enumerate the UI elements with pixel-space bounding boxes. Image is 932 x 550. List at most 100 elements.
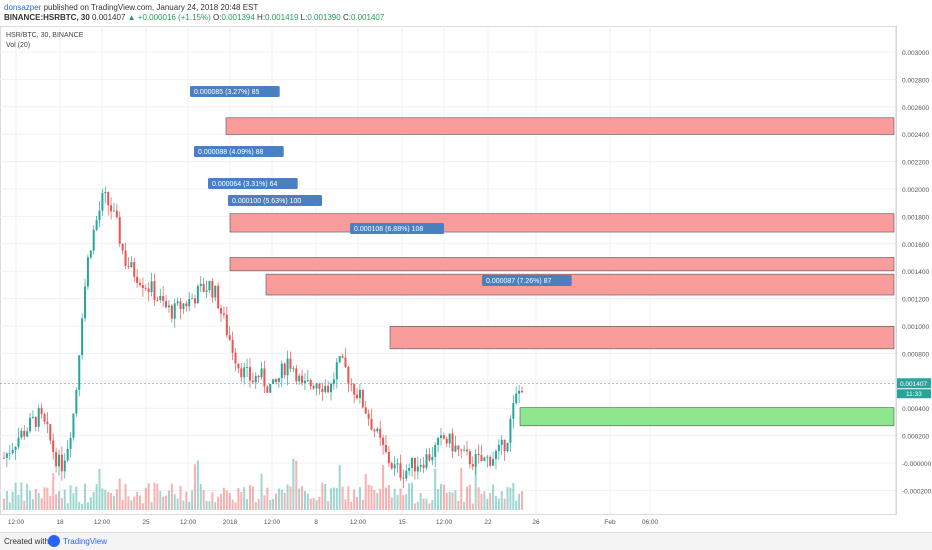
volume-bar [295,460,298,510]
candle-body [295,368,298,382]
price-tick-label: 0.002600 [902,105,929,112]
candle-body [69,437,72,449]
zone-label-text: 0.000088 (4.09%) 88 [198,149,263,156]
volume-bar [286,484,289,510]
volume-bar [211,492,214,510]
candle-body [292,368,295,370]
candle-body [338,356,341,363]
candle-body [57,454,60,467]
volume-bar [376,492,379,510]
candle-body [298,375,301,382]
zone-label-box [350,223,444,234]
candle-body [503,439,506,452]
candle-body [341,356,344,358]
volume-bar [153,482,156,510]
volume-bar [515,500,518,510]
candle-body [492,458,495,466]
volume-bar [318,496,321,510]
candle-body [251,380,254,383]
zone-label-box [194,146,284,157]
volume-bar [422,498,425,510]
footer: Created with TradingView [0,532,932,550]
last-price-value: 0.001407 [900,381,927,388]
candle-body [512,403,515,419]
candle-body [167,305,170,308]
volume-bar [92,492,95,510]
volume-bar [78,502,81,510]
symbol-label: BINANCE:HSRBTC, 30 [4,13,90,22]
candle-body [361,389,364,408]
candle-body [382,437,385,445]
volume-bar [84,483,87,510]
volume-bar [419,493,422,510]
tradingview-brand-link[interactable]: TradingView [63,537,108,546]
volume-bar [387,485,390,510]
candle-body [81,318,84,356]
volume-bar [382,464,385,510]
volume-bar [353,489,356,510]
candle-body [14,446,17,450]
volume-bar [167,490,170,510]
candle-body [222,313,225,315]
price-tick-label: 0.002800 [902,77,929,84]
volume-bar [289,486,292,510]
position-zone [229,213,895,233]
candle-body [370,418,373,430]
candle-body [173,303,176,319]
candle-body [303,380,306,383]
volume-bar [442,484,445,510]
volume-bar [110,492,113,510]
candle-body [240,368,243,378]
volume-bar [257,498,260,510]
author-link[interactable]: donsazper [4,3,42,12]
volume-bar [503,498,506,510]
candle-body [89,250,92,258]
volume-bar [492,484,495,510]
volume-bar [95,484,98,510]
volume-bar [196,460,199,510]
publish-info: published on TradingView.com, January 24… [43,3,259,12]
candle-body [170,305,173,319]
volume-bar [448,492,451,510]
volume-bar [156,483,159,510]
candle-body [43,414,46,422]
position-zone [389,326,895,350]
candle-body [471,464,474,467]
volume-bar [234,502,237,510]
zone-label-text: 0.000064 (3.31%) 64 [212,181,277,188]
candle-body [199,283,202,286]
volume-bar [466,486,469,510]
price-chart[interactable]: 0.003000 0.002800 0.002600 0.002400 0.002200… [0,26,932,532]
volume-bar [81,503,84,510]
volume-bar [506,487,509,510]
chart-frame[interactable]: 0.003000 0.002800 0.002600 0.002400 0.002200… [0,26,932,532]
time-tick-label: 22 [484,519,492,526]
volume-bar [463,501,466,510]
volume-bar [356,497,359,510]
volume-bar [454,490,457,510]
candle-body [318,383,321,389]
candle-body [367,413,370,419]
volume-bar [298,488,301,510]
candle-body [153,281,156,300]
volume-bar [416,501,419,510]
candle-body [98,210,101,221]
zone-label-box [228,195,322,206]
volume-bar [393,488,396,510]
candle-body [17,437,20,447]
candle-body [399,463,402,478]
volume-bar [468,484,471,510]
time-tick-label: 12:00 [180,519,197,526]
candle-body [231,339,234,353]
volume-bar [75,486,78,510]
candle-body [5,453,8,458]
candle-body [431,456,434,461]
candle-body [463,449,466,451]
l-label: L: [300,13,308,22]
candle-body [509,418,512,443]
candle-body [315,383,318,389]
volume-bar [379,488,382,510]
volume-bar [43,487,46,510]
candle-body [84,286,87,319]
volume-bar [237,488,240,510]
